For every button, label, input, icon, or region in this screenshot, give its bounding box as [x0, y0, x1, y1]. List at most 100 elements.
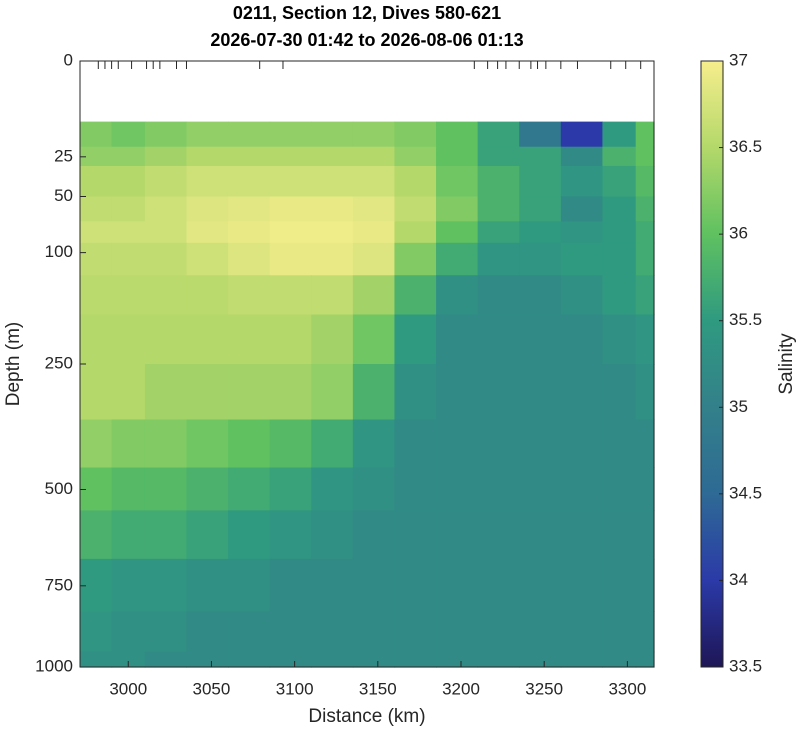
cell	[111, 196, 146, 222]
cell	[436, 146, 479, 167]
cell	[311, 242, 354, 276]
cell	[228, 165, 271, 198]
cell	[477, 275, 520, 316]
cell	[635, 146, 655, 167]
cell	[635, 242, 655, 276]
cell	[311, 165, 354, 198]
colorbar-tick-label: 35.5	[729, 310, 762, 329]
cell	[394, 221, 437, 244]
cell	[519, 146, 562, 167]
cell	[602, 275, 637, 316]
cell	[352, 165, 396, 198]
cell	[111, 611, 146, 653]
cell	[519, 364, 562, 421]
cell	[436, 165, 479, 198]
cell	[477, 510, 520, 560]
cell	[560, 611, 604, 653]
cell	[352, 467, 396, 512]
cell	[477, 364, 520, 421]
cell	[352, 611, 396, 653]
cell	[111, 275, 146, 316]
cell	[352, 196, 396, 222]
cell	[311, 196, 354, 222]
cell	[560, 165, 604, 198]
y-tick-label: 50	[54, 186, 73, 205]
cell	[477, 121, 520, 148]
cell	[352, 275, 396, 316]
cell	[186, 221, 229, 244]
cell	[228, 242, 271, 276]
cell	[228, 196, 271, 222]
cell	[144, 314, 188, 365]
cell	[80, 275, 113, 316]
cell	[635, 275, 655, 316]
cell	[635, 165, 655, 198]
cell	[111, 558, 146, 613]
cell	[80, 651, 113, 668]
cell	[144, 221, 188, 244]
cell	[477, 558, 520, 613]
cell	[602, 242, 637, 276]
colorbar-tick-label: 34.5	[729, 483, 762, 502]
cell	[311, 467, 354, 512]
cell	[311, 221, 354, 244]
axes: 3000 3050 3100 3150 3200 3250 3300 0 25 50 100 250 5…	[35, 50, 762, 698]
cell	[477, 196, 520, 222]
cell	[602, 196, 637, 222]
cell	[635, 611, 655, 653]
cell	[311, 419, 354, 469]
cell	[111, 467, 146, 512]
cell	[269, 651, 312, 668]
cell	[186, 314, 229, 365]
colorbar	[700, 60, 724, 668]
cell	[80, 364, 113, 421]
cell	[144, 364, 188, 421]
cell	[477, 611, 520, 653]
cell	[111, 121, 146, 148]
cell	[519, 165, 562, 198]
cell	[111, 510, 146, 560]
cell	[560, 221, 604, 244]
cell	[228, 146, 271, 167]
cell	[186, 165, 229, 198]
cell	[144, 419, 188, 469]
cell	[560, 121, 604, 148]
cell	[352, 651, 396, 668]
cell	[635, 510, 655, 560]
cell	[519, 275, 562, 316]
cell	[519, 611, 562, 653]
cell	[394, 364, 437, 421]
cell	[635, 121, 655, 148]
cell	[477, 314, 520, 365]
y-tick-label: 0	[64, 50, 73, 69]
cell	[602, 165, 637, 198]
cell	[602, 221, 637, 244]
cell	[228, 558, 271, 613]
cell	[269, 221, 312, 244]
colorbar-label: Salinity	[776, 333, 797, 395]
cell	[144, 146, 188, 167]
cell	[436, 121, 479, 148]
colorbar-tick-label: 37	[729, 50, 748, 69]
cell	[111, 242, 146, 276]
cell	[186, 275, 229, 316]
cell	[352, 558, 396, 613]
cell	[352, 364, 396, 421]
cell	[560, 275, 604, 316]
cell	[560, 364, 604, 421]
cell	[477, 242, 520, 276]
cell	[560, 467, 604, 512]
cell	[394, 165, 437, 198]
y-tick-label: 500	[45, 479, 73, 498]
cell	[602, 419, 637, 469]
cell	[144, 242, 188, 276]
cell	[311, 314, 354, 365]
cell	[352, 314, 396, 365]
cell	[519, 196, 562, 222]
cell	[144, 196, 188, 222]
chart-subtitle: 2026-07-30 01:42 to 2026-08-06 01:13	[210, 30, 523, 50]
cell	[635, 467, 655, 512]
cell	[228, 510, 271, 560]
cell	[269, 611, 312, 653]
